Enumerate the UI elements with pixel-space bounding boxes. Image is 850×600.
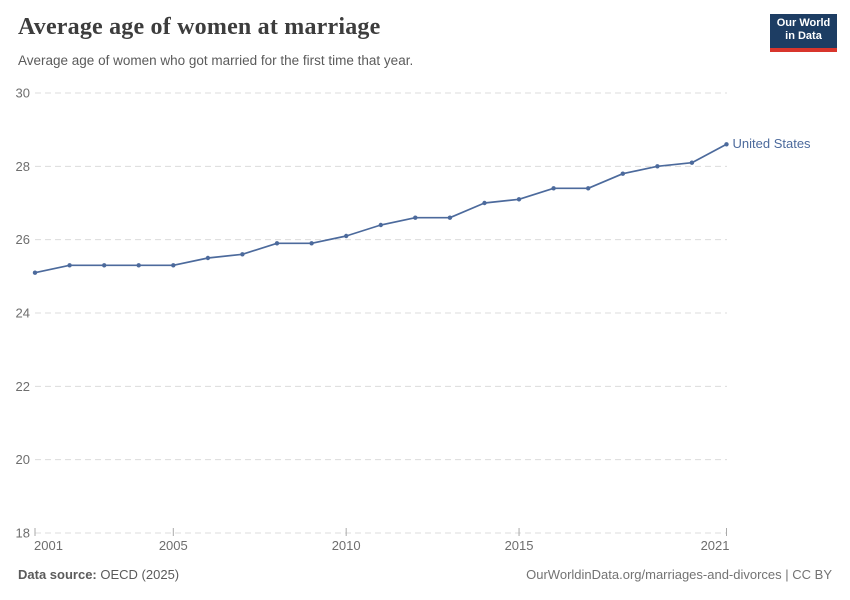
y-tick-label: 22 — [16, 379, 30, 394]
data-point[interactable] — [344, 233, 349, 239]
owid-logo-stripe — [770, 48, 837, 52]
data-source-label: Data source: — [18, 567, 97, 582]
chart-footer: Data source: OECD (2025) OurWorldinData.… — [18, 567, 832, 582]
owid-logo-line2: in Data — [785, 30, 822, 42]
y-tick-label: 24 — [16, 306, 30, 321]
data-point[interactable] — [240, 252, 245, 257]
data-point[interactable] — [689, 160, 695, 165]
owid-logo-text: Our World in Data — [770, 17, 837, 43]
y-tick-label: 28 — [16, 159, 30, 174]
data-source: Data source: OECD (2025) — [18, 567, 179, 582]
series-label-united-states[interactable]: United States — [732, 136, 811, 152]
data-point[interactable] — [32, 270, 38, 275]
y-tick-label: 20 — [16, 452, 30, 467]
x-tick-label: 2010 — [332, 538, 361, 553]
page-title: Average age of women at marriage — [18, 14, 381, 40]
x-tick-label: 2021 — [701, 538, 730, 553]
data-point[interactable] — [274, 241, 280, 246]
data-point[interactable] — [378, 222, 383, 228]
x-tick-label: 2015 — [505, 538, 534, 553]
owid-logo-line1: Our World — [776, 17, 831, 29]
data-point[interactable] — [447, 215, 453, 220]
data-point[interactable] — [413, 215, 418, 220]
data-point[interactable] — [67, 263, 72, 268]
data-source-value: OECD (2025) — [100, 567, 180, 582]
series-line[interactable] — [34, 143, 728, 274]
data-point[interactable] — [136, 263, 141, 268]
data-point[interactable] — [586, 186, 591, 191]
chart-subtitle: Average age of women who got married for… — [18, 53, 414, 68]
x-tick-label: 2005 — [159, 538, 188, 553]
y-tick-label: 26 — [16, 232, 30, 247]
x-tick-label: 2001 — [34, 538, 63, 553]
data-point[interactable] — [620, 171, 625, 176]
y-tick-label: 18 — [16, 526, 30, 541]
data-point[interactable] — [482, 200, 487, 206]
data-point[interactable] — [516, 197, 522, 202]
footer-credit-link[interactable]: OurWorldinData.org/marriages-and-divorce… — [526, 567, 832, 582]
data-point[interactable] — [102, 263, 107, 268]
owid-logo[interactable]: Our World in Data — [770, 14, 837, 52]
data-point[interactable] — [724, 142, 729, 147]
data-point[interactable] — [171, 263, 176, 268]
data-point[interactable] — [309, 241, 314, 246]
y-tick-label: 30 — [16, 86, 30, 101]
data-point[interactable] — [655, 164, 660, 169]
data-point[interactable] — [205, 255, 211, 261]
data-point[interactable] — [551, 186, 556, 191]
